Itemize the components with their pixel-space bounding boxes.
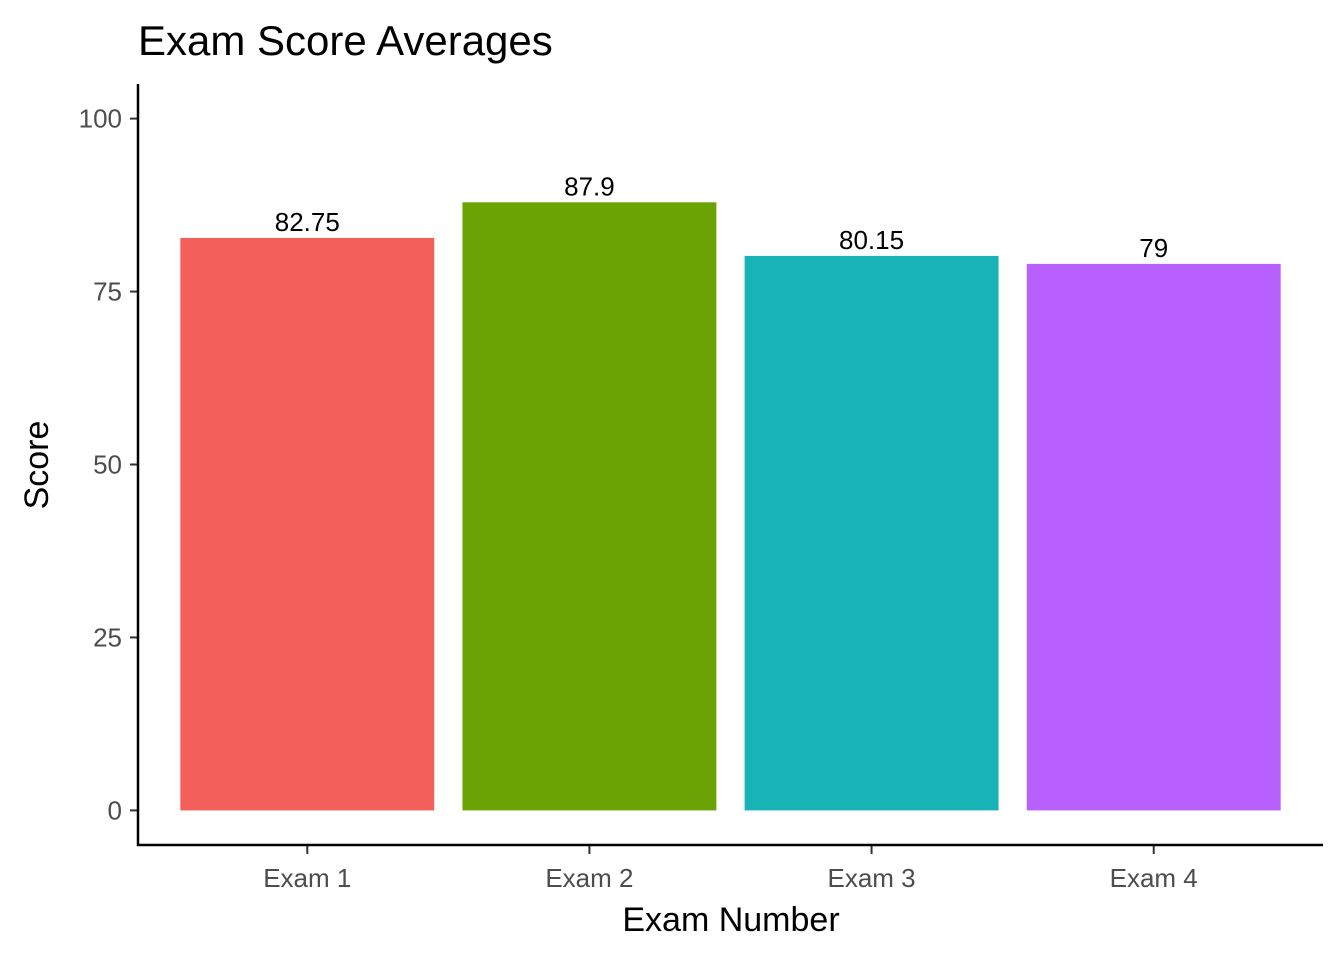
y-tick-label: 50 [93,450,122,480]
x-axis-title: Exam Number [622,901,839,939]
x-tick-label: Exam 1 [263,863,351,893]
chart-title: Exam Score Averages [138,17,553,64]
bars-layer: 82.75 87.9 80.15 79 [180,171,1281,811]
y-tick-label: 75 [93,277,122,307]
x-tick-label: Exam 2 [545,863,633,893]
data-label-4: 79 [1139,233,1168,263]
y-axis-title: Score [18,421,56,510]
bar-1 [180,237,435,811]
x-tick-label: Exam 3 [827,863,915,893]
data-label-3: 80.15 [839,225,904,255]
x-tick-label: Exam 4 [1110,863,1198,893]
axis-lines [136,84,1323,847]
x-ticks: Exam 1 Exam 2 Exam 3 Exam 4 [263,845,1198,893]
data-label-1: 82.75 [275,207,340,237]
data-label-2: 87.9 [564,171,615,201]
bar-2 [462,202,717,811]
y-tick-label: 25 [93,622,122,652]
y-tick-label: 100 [79,104,122,134]
y-ticks: 0 25 50 75 100 [79,104,138,825]
bar-3 [744,255,999,811]
bar-4 [1026,263,1281,811]
y-tick-label: 0 [108,795,122,825]
